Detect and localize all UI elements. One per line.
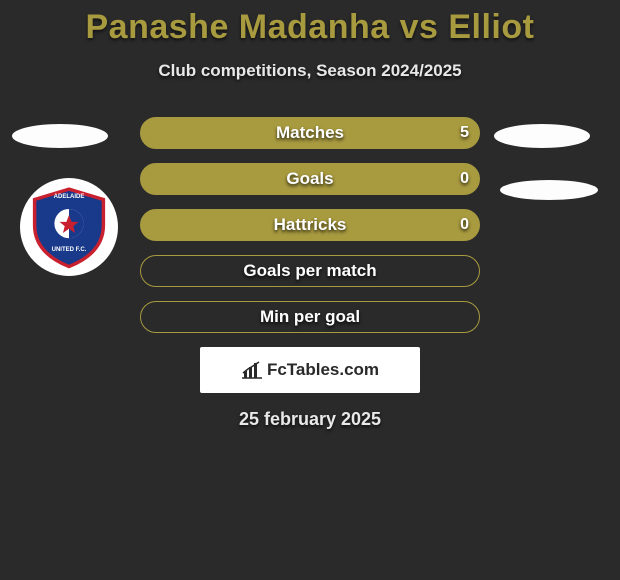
stat-label: Hattricks <box>274 215 347 235</box>
stat-row-hattricks: Hattricks 0 <box>140 209 480 241</box>
stat-row-goals: Goals 0 <box>140 163 480 195</box>
stat-label: Min per goal <box>260 307 360 327</box>
date-text: 25 february 2025 <box>0 409 620 430</box>
placeholder-ellipse <box>494 124 590 148</box>
page-title: Panashe Madanha vs Elliot <box>0 0 620 47</box>
stat-label: Goals per match <box>243 261 376 281</box>
placeholder-ellipse <box>500 180 598 200</box>
stat-row-matches: Matches 5 <box>140 117 480 149</box>
stat-value-right: 5 <box>460 124 469 142</box>
club-logo-left: ADELAIDE UNITED F.C. <box>20 178 118 276</box>
brand-text: FcTables.com <box>267 360 379 380</box>
placeholder-ellipse <box>12 124 108 148</box>
stat-value-right: 0 <box>460 170 469 188</box>
stat-label: Matches <box>276 123 344 143</box>
stat-row-min-per-goal: Min per goal <box>140 301 480 333</box>
svg-text:UNITED F.C.: UNITED F.C. <box>52 247 87 253</box>
stat-row-goals-per-match: Goals per match <box>140 255 480 287</box>
stats-container: Matches 5 Goals 0 Hattricks 0 Goals per match M… <box>140 117 480 333</box>
stat-value-right: 0 <box>460 216 469 234</box>
bar-chart-icon <box>241 361 263 379</box>
subtitle: Club competitions, Season 2024/2025 <box>0 61 620 81</box>
brand-badge: FcTables.com <box>200 347 420 393</box>
svg-text:ADELAIDE: ADELAIDE <box>54 194 85 200</box>
adelaide-united-shield-icon: ADELAIDE UNITED F.C. <box>26 184 112 270</box>
stat-label: Goals <box>286 169 333 189</box>
